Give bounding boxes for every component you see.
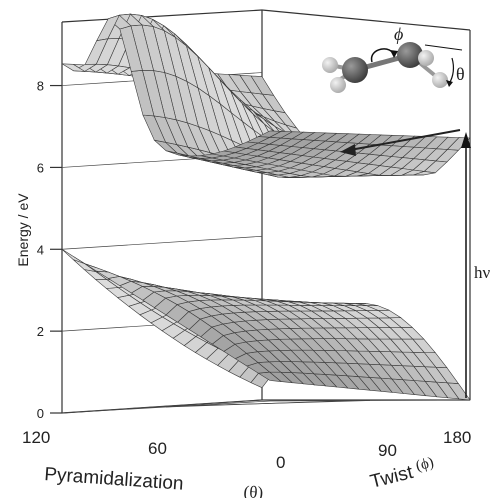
hydrogen-atom <box>322 57 338 73</box>
energy-gridline <box>61 399 263 414</box>
floor-gridline <box>269 399 471 402</box>
floor-gridline <box>165 399 367 408</box>
energy-tick-label: 4 <box>37 242 44 257</box>
relaxation-arrow <box>340 129 461 156</box>
carbon-atom <box>342 57 368 83</box>
photon-label: hν <box>474 263 491 282</box>
twist-tick-90: 90 <box>378 441 397 460</box>
pyramidalization-tick-120: 120 <box>22 428 50 447</box>
back-top-right <box>261 9 471 31</box>
energy-tick-label: 2 <box>37 324 44 339</box>
twist-label-text: Twist <box>368 462 416 493</box>
energy-tick-label: 0 <box>37 406 44 421</box>
hydrogen-atom <box>432 72 448 88</box>
energy-tick-label: 8 <box>37 79 44 94</box>
floor-grid <box>61 399 471 414</box>
lower-energy-surface <box>61 249 471 401</box>
pyramidalization-tick-60: 60 <box>148 439 167 458</box>
pyramidalization-label-symbol: (θ) <box>243 482 264 498</box>
carbon-atom <box>397 42 423 68</box>
pyramidalization-axis-label: Pyramidalization (θ) <box>44 464 264 498</box>
upper-surface-patch <box>61 63 85 72</box>
pyramidalization-tick-0: 0 <box>276 453 285 472</box>
twist-label-symbol: (ϕ) <box>414 455 435 475</box>
energy-axis-label: Energy / eV <box>15 193 31 267</box>
twist-rotation-arrowhead-icon <box>390 50 398 58</box>
energy-gridline <box>61 235 263 250</box>
lower-surface-patch <box>72 259 96 272</box>
photon-excitation-arrow <box>461 132 471 398</box>
pyramidalization-label-text: Pyramidalization <box>44 464 185 495</box>
hydrogen-atom <box>330 77 346 93</box>
theta-symbol: θ <box>456 64 465 84</box>
energy-tick-labels: 0 2 4 6 8 <box>37 79 62 421</box>
ethylene-molecule-inset: ϕ θ <box>322 24 465 93</box>
upper-energy-surface <box>61 13 471 179</box>
twist-axis-label: Twist (ϕ) <box>368 455 435 493</box>
lower-surface-patch <box>61 249 85 264</box>
energy-tick-label: 6 <box>37 160 44 175</box>
phi-symbol: ϕ <box>394 24 403 44</box>
pyramidalization-arc-icon <box>448 57 455 85</box>
back-top-left <box>61 9 263 23</box>
twist-tick-180: 180 <box>443 428 471 447</box>
hydrogen-atom <box>418 50 434 66</box>
